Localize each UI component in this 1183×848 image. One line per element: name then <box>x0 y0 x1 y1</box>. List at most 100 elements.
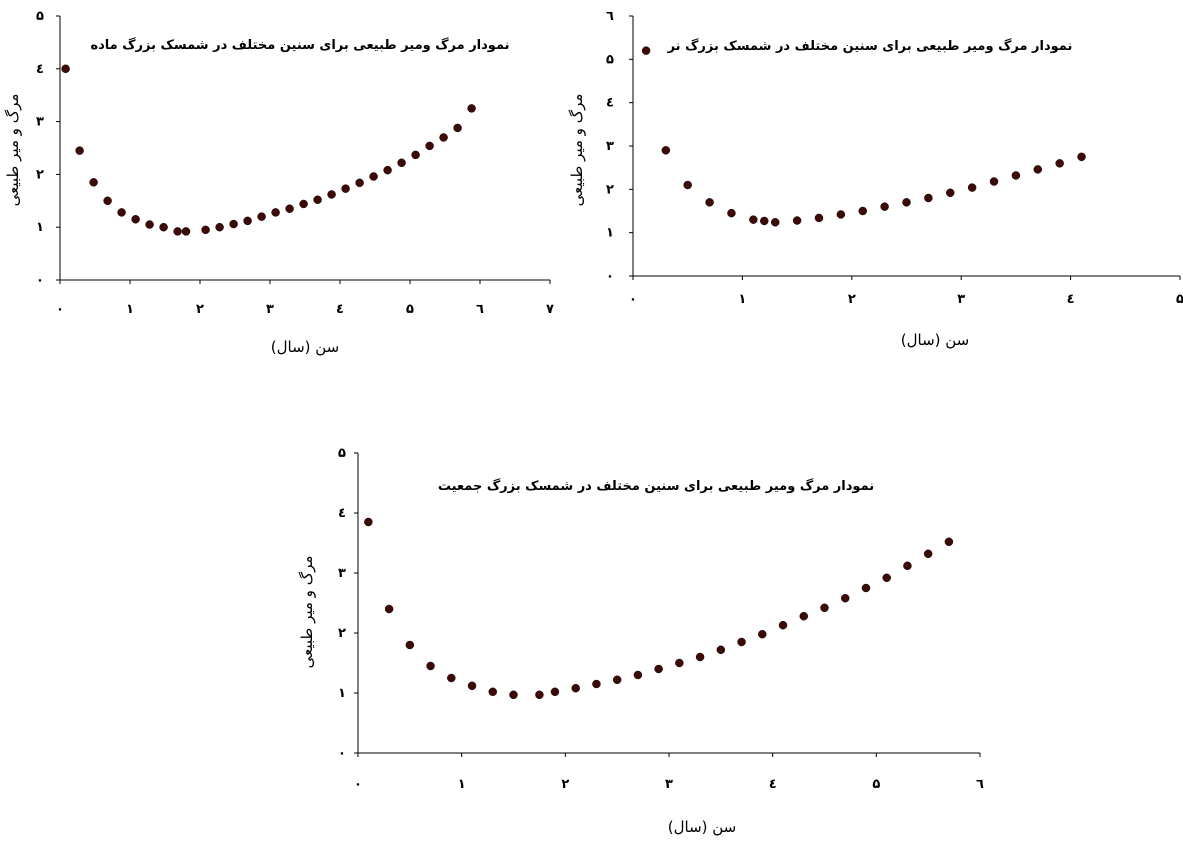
y-tick-label: ۱ <box>36 220 44 235</box>
data-point <box>285 204 294 213</box>
y-axis-label: مرگ و میر طبیعی <box>4 94 22 207</box>
x-tick-label: ۰ <box>629 292 637 307</box>
data-point <box>383 165 392 175</box>
data-point <box>820 603 829 613</box>
data-point <box>313 195 322 204</box>
data-point <box>737 637 746 647</box>
x-tick-label: ۱ <box>738 292 746 307</box>
data-point <box>836 210 846 219</box>
data-point <box>439 133 448 142</box>
chart-male: ۰ ۱ ۲ ۳ ٤ ۵ ٦ ۰ ۱ ۲ ۳ ٤ ۵ نمودار مرگ ومیر طبیعی برای … <box>568 9 1183 349</box>
data-point <box>201 225 210 235</box>
y-tick-label: ۳ <box>36 115 44 130</box>
data-point <box>426 661 435 671</box>
x-tick-label: ٤ <box>769 777 777 792</box>
data-point <box>159 222 168 232</box>
data-point <box>858 206 867 216</box>
data-point <box>117 208 126 217</box>
data-point <box>1011 171 1021 180</box>
y-tick-label: ۳ <box>338 566 346 581</box>
data-point <box>695 652 705 662</box>
data-point <box>749 215 758 224</box>
data-point <box>1033 165 1043 174</box>
data-point <box>840 593 850 603</box>
x-tick-label: ۱ <box>458 777 466 792</box>
x-tick-label: ۵ <box>406 302 414 317</box>
data-point <box>758 629 767 639</box>
y-tick-label: ۲ <box>606 182 614 197</box>
y-tick-label: ۰ <box>36 273 44 288</box>
chart-female: ۰ ۱ ۲ ۳ ٤ ۵ ۰ ۱ ۲ ۳ ٤ ۵ ٦ ۷ نمودار مرگ ومیر طبیعی برای… <box>4 9 554 356</box>
data-point <box>341 184 350 193</box>
data-point <box>467 104 476 113</box>
data-point <box>550 687 560 697</box>
x-tick-label: ۲ <box>196 302 204 317</box>
data-point <box>946 188 955 198</box>
data-point <box>641 46 651 55</box>
data-point <box>705 198 714 207</box>
data-point <box>369 172 378 181</box>
y-tick-label: ٤ <box>606 96 614 111</box>
data-point <box>683 180 692 190</box>
data-point <box>257 212 266 221</box>
chart-title: نمودار مرگ ومیر طبیعی برای سنین مختلف در… <box>667 37 1073 54</box>
x-axis-label: سن (سال) <box>668 818 737 836</box>
y-tick-label: ۵ <box>36 9 44 24</box>
x-tick-label: ٦ <box>976 777 984 792</box>
y-tick-label: ۳ <box>606 139 614 154</box>
data-point <box>989 177 999 186</box>
data-point <box>447 673 456 683</box>
data-point <box>243 216 252 226</box>
data-point <box>173 227 182 236</box>
x-tick-label: ۲ <box>561 777 569 792</box>
data-point <box>131 215 140 224</box>
data-point <box>145 220 154 229</box>
data-point <box>814 213 824 223</box>
data-point <box>778 620 788 630</box>
y-tick-label: ۵ <box>606 52 614 67</box>
data-point <box>488 687 498 697</box>
x-tick-label: ۰ <box>56 302 64 317</box>
x-axis-label: سن (سال) <box>271 338 340 356</box>
data-point <box>880 202 889 211</box>
y-tick-label: ۰ <box>338 746 346 761</box>
data-point <box>75 146 84 155</box>
data-point <box>654 664 663 674</box>
data-point <box>799 611 809 621</box>
data-point <box>299 199 308 209</box>
data-point <box>661 146 671 155</box>
x-tick-label: ٦ <box>476 302 484 317</box>
x-tick-label: ۰ <box>354 777 362 792</box>
data-point <box>453 123 462 133</box>
y-tick-label: ۵ <box>338 446 346 461</box>
data-point <box>89 178 98 187</box>
x-tick-label: ۳ <box>266 302 274 317</box>
data-point <box>633 670 643 680</box>
data-point <box>716 645 726 655</box>
data-point <box>355 178 364 188</box>
data-point <box>61 64 70 74</box>
data-point <box>967 183 977 192</box>
x-tick-label: ۳ <box>957 292 965 307</box>
data-point <box>1055 159 1064 168</box>
y-axis-label: مرگ و میر طبیعی <box>298 556 316 669</box>
data-point <box>924 193 933 203</box>
data-point <box>535 690 544 700</box>
y-tick-label: ۱ <box>606 226 614 241</box>
x-tick-label: ۷ <box>546 302 554 317</box>
data-point <box>1077 152 1086 162</box>
data-point <box>405 640 415 650</box>
data-point <box>861 583 871 593</box>
data-point <box>215 222 224 232</box>
data-point <box>411 150 420 160</box>
x-tick-label: ۵ <box>872 777 880 792</box>
y-tick-label: ٦ <box>606 9 614 24</box>
data-point <box>384 604 394 614</box>
data-point <box>760 216 769 226</box>
data-point <box>229 219 238 229</box>
y-tick-label: ٤ <box>338 506 346 521</box>
y-tick-label: ۱ <box>338 686 346 701</box>
data-point <box>792 216 802 225</box>
y-tick-label: ۲ <box>338 626 346 641</box>
y-tick-label: ٤ <box>36 62 44 77</box>
